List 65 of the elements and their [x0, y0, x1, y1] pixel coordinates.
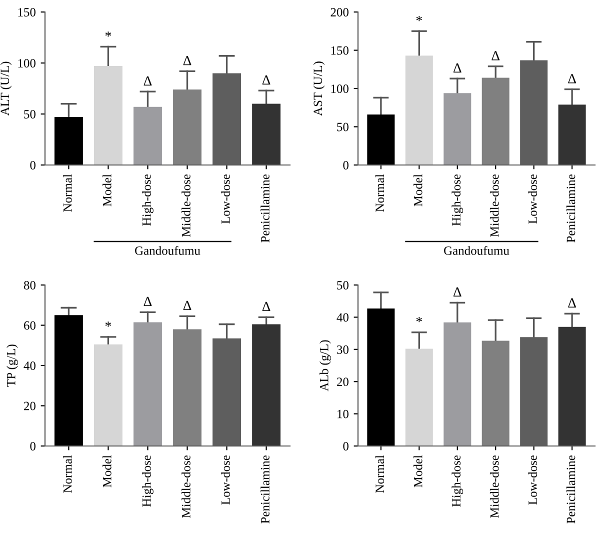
annotation: Δ	[262, 302, 270, 312]
x-tick-label: Model	[102, 174, 112, 206]
annotation: Δ	[568, 74, 576, 84]
annotation: Δ	[453, 63, 462, 73]
y-tick-label: 200	[330, 8, 348, 16]
annotation: Δ	[144, 296, 152, 306]
x-tick-label: Penicillamine	[260, 455, 270, 524]
x-tick-label: Model	[102, 455, 112, 488]
y-axis-title: TP (g/L)	[6, 344, 18, 387]
x-tick-label: Normal	[63, 455, 72, 493]
x-tick-label: Low-dose	[528, 455, 537, 505]
x-tick-label: Penicillamine	[566, 455, 576, 524]
y-tick-label: 50	[337, 122, 348, 132]
y-tick-label: 50	[337, 281, 348, 290]
y-tick-label: 40	[24, 362, 36, 370]
y-tick-label: 30	[337, 345, 348, 354]
annotation: Δ	[568, 298, 576, 308]
annotation: *	[416, 317, 422, 322]
y-tick-label: 100	[331, 84, 348, 93]
annotation: Δ	[183, 300, 192, 310]
y-tick-label: 0	[30, 442, 36, 450]
x-tick-label: Middle-dose	[182, 174, 190, 237]
y-axis-title: AST (U/L)	[313, 62, 325, 116]
annotation: *	[105, 32, 112, 37]
y-tick-label: 40	[336, 313, 348, 322]
y-tick-label: 50	[24, 110, 36, 118]
y-axis-title: ALb (g/L)	[320, 340, 331, 392]
y-tick-label: 150	[331, 46, 348, 55]
annotation: Δ	[492, 51, 500, 60]
annotation: Δ	[453, 287, 462, 297]
y-axis-title: ALT (U/L)	[0, 62, 12, 116]
y-tick-label: 20	[337, 378, 348, 386]
x-tick-label: Penicillamine	[260, 174, 270, 242]
y-tick-label: 100	[18, 59, 36, 68]
annotation: *	[416, 16, 422, 22]
x-tick-label: Low-dose	[221, 174, 230, 224]
x-tick-label: Model	[413, 174, 422, 206]
x-tick-label: Normal	[375, 455, 384, 493]
text: Gandoufumu	[135, 246, 200, 255]
y-tick-label: 60	[24, 321, 36, 330]
y-tick-label: 150	[18, 8, 36, 16]
x-tick-label: High-dose	[452, 174, 464, 226]
annotation: *	[105, 322, 112, 327]
y-tick-label: 10	[338, 410, 348, 418]
y-tick-label: 0	[30, 161, 36, 170]
x-tick-label: Low-dose	[221, 455, 230, 505]
annotation: Δ	[183, 56, 192, 66]
x-tick-label: Low-dose	[528, 174, 537, 224]
x-tick-label: Normal	[63, 174, 72, 212]
y-tick-label: 80	[24, 281, 36, 290]
y-tick-label: 0	[343, 161, 348, 170]
text: Gandoufumu	[444, 246, 510, 255]
x-tick-label: High-dose	[452, 455, 464, 507]
x-tick-label: Model	[413, 455, 422, 488]
x-tick-label: High-dose	[142, 455, 154, 507]
x-tick-label: Normal	[375, 174, 384, 212]
x-tick-label: Middle-dose	[490, 455, 499, 518]
x-tick-label: Penicillamine	[566, 174, 576, 242]
x-tick-label: High-dose	[142, 174, 154, 226]
y-tick-label: 0	[343, 442, 348, 450]
x-tick-label: Middle-dose	[490, 174, 499, 237]
y-tick-label: 20	[24, 402, 36, 410]
annotation: Δ	[262, 75, 270, 85]
x-tick-label: Middle-dose	[182, 455, 190, 518]
annotation: Δ	[144, 76, 152, 86]
